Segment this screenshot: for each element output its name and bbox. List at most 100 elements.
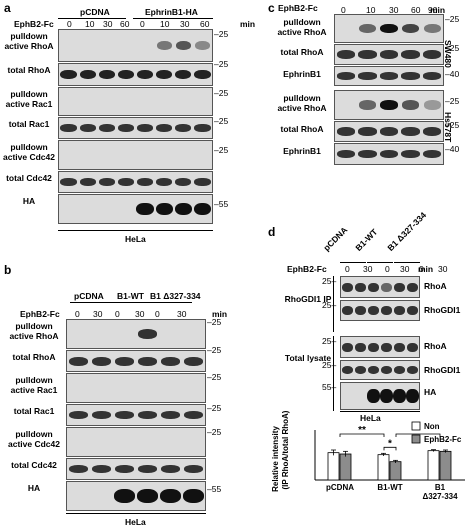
panel-a-blot-3-band: [194, 124, 211, 132]
panel-b-blot-3-band: [91, 411, 112, 419]
panel-a-time-5: 10: [160, 19, 170, 29]
bar-non-0: [327, 452, 340, 481]
panel-a-row-label: total RhoA: [7, 65, 51, 75]
panel-b-blot-6-band: [160, 489, 181, 503]
panel-b-blot-1-band: [91, 356, 112, 366]
panel-d-treatment: EphB2-Fc: [287, 264, 327, 274]
panel-d-blot-3-band: [341, 365, 354, 375]
panel-a-blot-5-band: [156, 178, 173, 186]
sig-b1wt-b1d-label: *: [416, 425, 420, 436]
panel-b-blot-3: [66, 404, 206, 426]
panel-c-row-label: EphrinB1: [283, 69, 321, 79]
panel-c-blot-4-band: [401, 127, 420, 136]
panel-d-blot-2-band: [406, 342, 419, 352]
panel-a-min: min: [240, 19, 256, 29]
y-axis-label: Relative intensity(IP RhoA/total RhoA): [271, 410, 290, 492]
panel-c-time-3: 60: [411, 5, 421, 15]
sig-b1wt-internal-bracket: [383, 446, 397, 451]
panel-d-blot-1: [340, 300, 420, 321]
panel-a-time-1: 10: [85, 19, 95, 29]
panel-c-blot-3-band: [358, 100, 377, 110]
panel-c-treatment: EphB2-Fc: [278, 3, 318, 13]
panel-b-marker-2: –25: [207, 372, 222, 382]
panel-d-blot-1-band: [354, 306, 367, 315]
legend-label-0: Non: [424, 422, 440, 431]
legend-swatch-1: [411, 434, 421, 444]
panel-b-row-label: pulldown active Cdc42: [8, 429, 60, 449]
panel-a-blot-1-band: [60, 69, 77, 80]
panel-c-blot-2-band: [423, 72, 442, 80]
panel-d-lysate-bracket: [333, 336, 334, 411]
panel-d-blot-0-band: [341, 282, 354, 292]
panel-c-blot-4-band: [358, 127, 377, 136]
panel-a-blot-3-band: [60, 124, 77, 132]
panel-d-letter: d: [268, 225, 276, 239]
panel-b-blot-2: [66, 373, 206, 403]
panel-a-time-6: 30: [180, 19, 190, 29]
panel-a-blot-6-band: [136, 202, 154, 216]
sig-b1wt-internal-label: *: [388, 438, 392, 449]
panel-d-time-4: 0: [419, 264, 424, 274]
panel-a-marker-5: –55: [214, 199, 229, 209]
panel-b-marker-5: –55: [207, 484, 222, 494]
panel-a-blot-6: [58, 194, 213, 224]
panel-a-cellline: HeLa: [125, 234, 146, 244]
panel-c-min: min: [430, 5, 446, 15]
panel-c-row-label: pulldown active RhoA: [277, 93, 327, 113]
panel-d-blot-2: [340, 336, 420, 358]
panel-d-group-line-0: [340, 262, 366, 263]
panel-a-blot-5-band: [175, 178, 192, 186]
panel-a-blot-0-band: [194, 40, 211, 51]
panel-c-blot-5-band: [423, 150, 442, 158]
panel-c-blot-2: [334, 66, 444, 86]
panel-b-group-2: B1-WT: [117, 291, 144, 301]
bar-non-1: [377, 454, 390, 481]
panel-c-marker-3: –25: [445, 96, 460, 106]
panel-b-blot-6-band: [137, 489, 158, 503]
panel-c-blot-0-band: [358, 23, 377, 34]
sig-b1wt-b1d-bracket: [395, 433, 441, 437]
panel-b-group-line-0: [70, 302, 110, 303]
panel-b-blot-6: [66, 481, 206, 511]
panel-d-blot-3: [340, 360, 420, 380]
panel-c-blot-5: [334, 143, 444, 165]
panel-a-row-label: total Cdc42: [6, 173, 52, 183]
panel-c-blot-0-band: [380, 23, 398, 34]
panel-a-group-2: EphrinB1-HA: [145, 7, 198, 17]
panel-a-treatment: EphB2-Fc: [14, 19, 54, 29]
panel-d-row-label: HA: [424, 387, 437, 397]
panel-b-marker-0: –25: [207, 317, 222, 327]
panel-d-blot-3-band: [406, 365, 419, 375]
panel-a-blot-1-band: [156, 69, 173, 80]
panel-d-blot-2-band: [367, 342, 380, 352]
panel-c-blot-1-band: [379, 50, 399, 59]
panel-d-blot-0-band: [393, 282, 406, 292]
panel-a-blot-3-band: [136, 124, 154, 132]
panel-b-blot-3-band: [114, 411, 135, 419]
panel-b-blot-5-band: [160, 465, 181, 473]
panel-d-blot-1-band: [367, 306, 380, 315]
panel-d-blot-3-band: [393, 365, 406, 375]
y-axis-label-line: Relative intensity: [271, 426, 280, 492]
panel-c-blot-2-band: [336, 72, 355, 80]
panel-a-blot-1-band: [79, 69, 96, 80]
panel-c-blot-3-band: [423, 100, 441, 110]
panel-c-blot-2-band: [379, 72, 399, 80]
panel-b-group-line-2: [148, 302, 192, 303]
panel-d-blot-4-band: [380, 388, 393, 404]
panel-d-marker-1: 25–: [322, 300, 337, 310]
panel-b-time-2: 0: [115, 309, 120, 319]
panel-d-row-label: RhoGDI1: [424, 365, 461, 375]
panel-d-blot-0-band: [354, 282, 367, 292]
panel-d-blot-2-band: [380, 342, 393, 352]
panel-d-blot-1-band: [406, 306, 419, 315]
panel-a-blot-1-band: [175, 69, 192, 80]
panel-a-blot-3-band: [175, 124, 192, 132]
panel-b-row-label: HA: [27, 483, 41, 493]
panel-a-cellline-line: [58, 230, 213, 231]
panel-c-blot-3-band: [401, 100, 420, 110]
panel-b-time-1: 30: [93, 309, 103, 319]
panel-d-time-0: 0: [345, 264, 350, 274]
panel-a-blot-5-band: [60, 178, 77, 186]
bar-ephb2-fc-0: [339, 453, 352, 481]
